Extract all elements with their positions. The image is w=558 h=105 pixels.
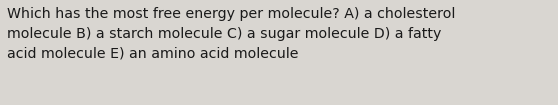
Text: Which has the most free energy per molecule? A) a cholesterol
molecule B) a star: Which has the most free energy per molec… [7,7,456,60]
